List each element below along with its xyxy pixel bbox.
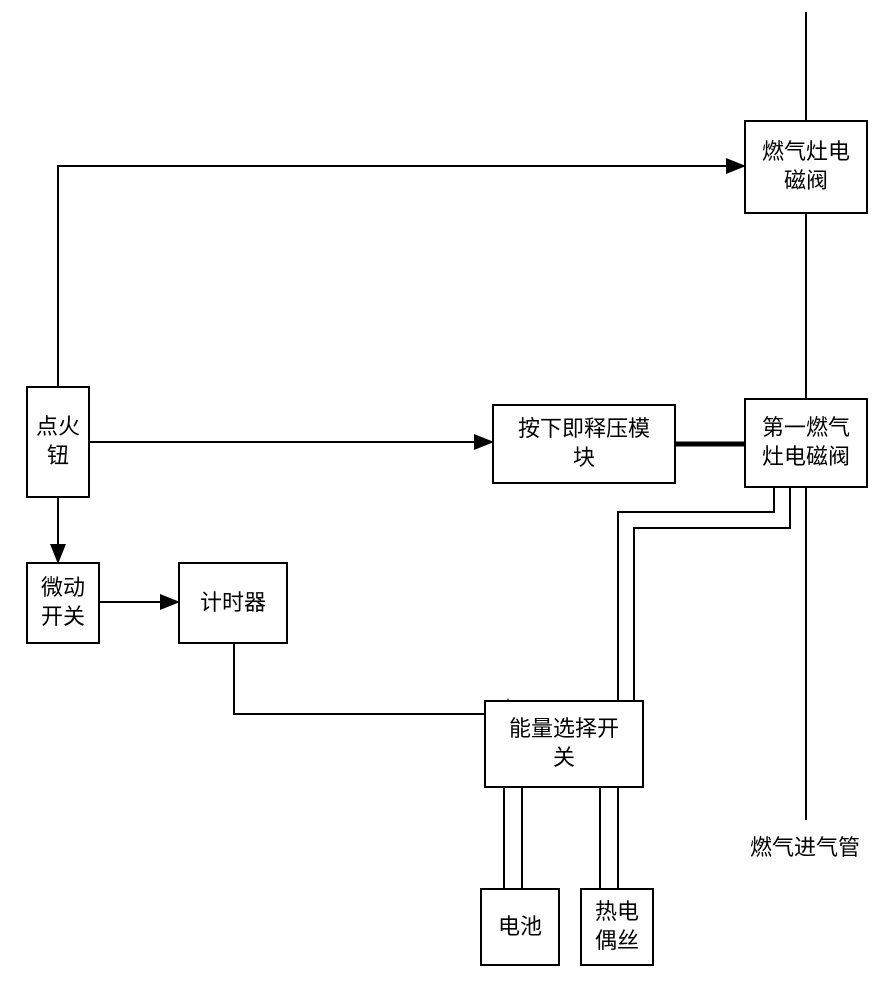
node-thermocouple-label: 热电偶丝 <box>595 898 639 955</box>
node-timer-label: 计时器 <box>200 589 266 618</box>
node-timer: 计时器 <box>178 562 288 644</box>
node-thermocouple: 热电偶丝 <box>580 888 654 966</box>
node-ignition: 点火钮 <box>26 386 90 498</box>
label-intake-pipe-text: 燃气进气管 <box>750 835 860 860</box>
node-first-valve: 第一燃气灶电磁阀 <box>744 398 868 488</box>
node-press-release-label: 按下即释压模块 <box>518 415 650 472</box>
node-micro-switch-label: 微动开关 <box>41 574 85 631</box>
node-first-valve-label: 第一燃气灶电磁阀 <box>762 414 850 471</box>
node-press-release: 按下即释压模块 <box>492 404 676 484</box>
node-battery-label: 电池 <box>498 913 542 942</box>
node-valve-top: 燃气灶电磁阀 <box>744 120 868 214</box>
node-ignition-label: 点火钮 <box>36 413 80 470</box>
node-valve-top-label: 燃气灶电磁阀 <box>762 138 850 195</box>
node-micro-switch: 微动开关 <box>26 562 100 644</box>
node-battery: 电池 <box>480 888 560 966</box>
node-energy-selector: 能量选择开关 <box>484 700 644 788</box>
label-intake-pipe: 燃气进气管 <box>750 830 860 862</box>
node-energy-selector-label: 能量选择开关 <box>509 715 619 772</box>
